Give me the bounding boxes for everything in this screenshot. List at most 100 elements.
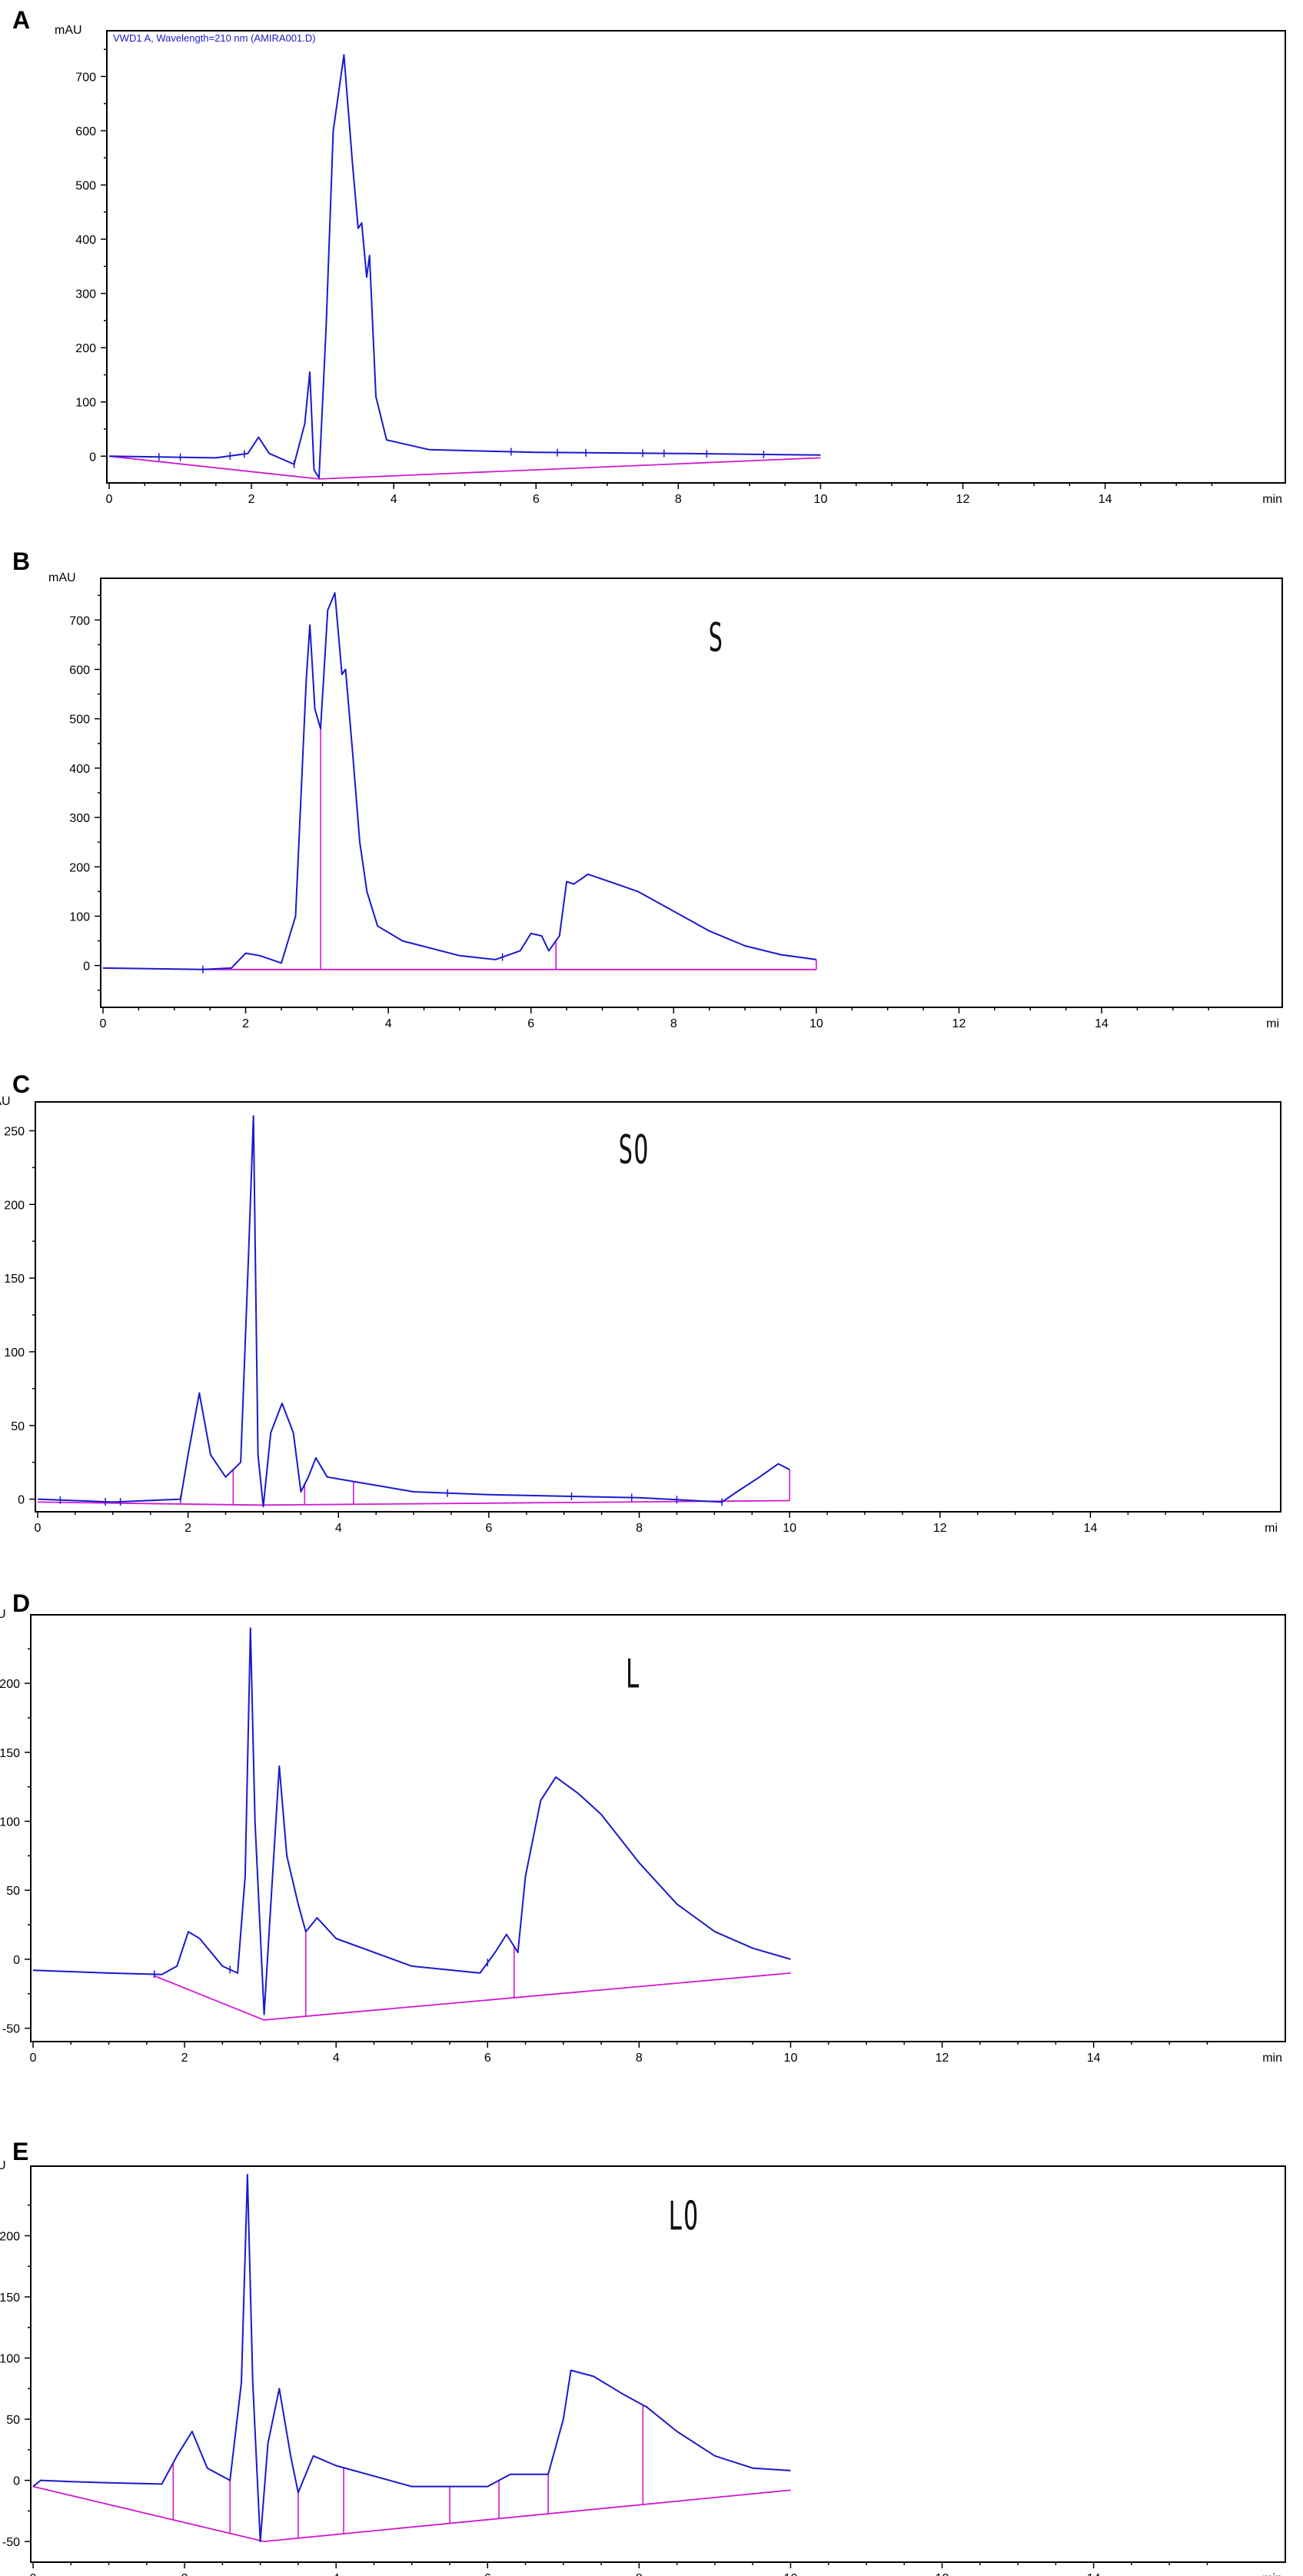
sample-label: L xyxy=(626,1651,641,1698)
y-tick-label: -50 xyxy=(2,2023,20,2036)
panel-letter: E xyxy=(12,2138,29,2165)
plot-frame xyxy=(35,1101,1281,1513)
y-tick-label: 200 xyxy=(0,1678,20,1691)
x-tick-label: 12 xyxy=(952,1017,966,1030)
chromatogram-trace xyxy=(108,54,821,479)
x-tick-label: 8 xyxy=(675,493,682,506)
y-tick-label: 600 xyxy=(75,125,96,138)
x-tick-label: 0 xyxy=(106,493,113,506)
y-tick-label: 700 xyxy=(69,614,90,627)
panel-letter: B xyxy=(12,547,31,575)
y-tick-label: 0 xyxy=(83,960,90,973)
chromatogram-d: 0 2 4 6 8 10 12 14 min -50 0 50 100 150 200 mAU L xyxy=(0,1608,1286,2065)
x-tick-label: 12 xyxy=(936,2052,949,2065)
x-tick-label: 14 xyxy=(1087,2572,1101,2576)
x-tick-label: 2 xyxy=(248,493,255,506)
integration-baseline xyxy=(108,455,821,480)
sample-label: S xyxy=(709,615,724,662)
y-tick-label: 0 xyxy=(89,451,96,464)
x-tick-label: 6 xyxy=(527,1017,534,1030)
y-axis-label: mAU xyxy=(0,1095,11,1108)
x-tick-label: 10 xyxy=(784,2052,798,2065)
x-tick-label: 4 xyxy=(333,2572,340,2576)
y-tick-label: 100 xyxy=(0,2353,20,2366)
sample-label: SO xyxy=(619,1127,650,1174)
y-tick-label: 0 xyxy=(13,2475,20,2488)
x-tick-label: 10 xyxy=(809,1017,823,1030)
x-tick-label: 4 xyxy=(335,1522,342,1535)
x-tick-label: 0 xyxy=(100,1017,107,1030)
x-tick-label: 4 xyxy=(391,493,397,506)
x-tick-label: 12 xyxy=(933,1522,947,1535)
x-tick-label: 14 xyxy=(1095,1017,1109,1030)
panel-d: D 0 2 4 6 8 10 12 14 min -50 0 50 100 150 200 mAU L xyxy=(0,1580,1303,2072)
x-axis-label: min xyxy=(1262,2572,1282,2576)
panel-a: A 0 2 4 6 8 10 12 14 min 0 100 200 300 400 500 600 700 mA… xyxy=(0,0,1303,506)
x-tick-label: 14 xyxy=(1087,2052,1101,2065)
y-axis-label: mAU xyxy=(0,2159,6,2172)
y-tick-label: 200 xyxy=(75,342,96,355)
x-tick-label: 0 xyxy=(30,2572,37,2576)
y-tick-label: 150 xyxy=(4,1273,25,1286)
x-tick-label: 6 xyxy=(484,2052,491,2065)
integration-baseline xyxy=(32,2485,791,2543)
x-tick-label: 2 xyxy=(181,2052,188,2065)
sample-label: LO xyxy=(668,2193,699,2240)
plot-frame xyxy=(30,1614,1286,2042)
x-tick-label: 10 xyxy=(783,1522,796,1535)
x-axis-label: mi xyxy=(1266,1017,1279,1030)
x-tick-label: 0 xyxy=(35,1522,42,1535)
y-tick-label: 400 xyxy=(75,234,96,247)
y-tick-label: 50 xyxy=(6,1885,20,1898)
y-tick-label: 100 xyxy=(4,1346,25,1360)
x-axis-label: mi xyxy=(1265,1522,1278,1535)
panel-letter: D xyxy=(12,1589,31,1617)
chromatogram-b: 0 2 4 6 8 10 12 14 mi 0 100 200 300 400 500 600 700 mAU S xyxy=(48,571,1283,1030)
plot-frame xyxy=(106,30,1286,484)
panel-b: B 0 2 4 6 8 10 12 14 mi 0 100 200 300 400 500 600 700 mAU… xyxy=(0,538,1303,1030)
y-tick-label: 200 xyxy=(69,861,90,874)
y-tick-label: -50 xyxy=(2,2536,20,2549)
x-tick-label: 2 xyxy=(181,2572,188,2576)
x-tick-label: 8 xyxy=(636,2052,643,2065)
x-tick-label: 12 xyxy=(956,493,970,506)
y-tick-label: 100 xyxy=(0,1816,20,1829)
chromatogram-trace xyxy=(102,592,817,970)
y-tick-label: 200 xyxy=(4,1199,25,1212)
y-tick-label: 150 xyxy=(0,2291,20,2305)
x-tick-label: 6 xyxy=(485,1522,492,1535)
x-tick-label: 2 xyxy=(184,1522,191,1535)
y-tick-label: 400 xyxy=(69,763,90,776)
y-tick-label: 200 xyxy=(0,2230,20,2243)
y-tick-label: 700 xyxy=(75,71,96,84)
x-tick-label: 8 xyxy=(636,1522,643,1535)
y-tick-label: 50 xyxy=(11,1420,25,1433)
y-tick-label: 300 xyxy=(69,812,90,825)
chromatogram-c: 0 2 4 6 8 10 12 14 mi 0 50 100 150 200 250 mAU SO xyxy=(0,1095,1281,1535)
y-tick-label: 500 xyxy=(75,180,96,193)
chromatogram-trace xyxy=(32,1627,791,2015)
x-tick-label: 10 xyxy=(814,493,828,506)
x-tick-label: 4 xyxy=(385,1017,392,1030)
y-tick-label: 250 xyxy=(4,1125,25,1138)
y-tick-label: 50 xyxy=(6,2414,20,2427)
integration-baseline xyxy=(37,1499,790,1506)
x-tick-label: 8 xyxy=(670,1017,677,1030)
y-tick-label: 0 xyxy=(13,1954,20,1967)
y-tick-label: 100 xyxy=(69,910,90,924)
x-tick-label: 0 xyxy=(30,2052,37,2065)
x-tick-label: 8 xyxy=(636,2572,643,2576)
chromatogram-trace xyxy=(37,1115,790,1508)
y-tick-label: 500 xyxy=(69,714,90,727)
x-tick-label: 6 xyxy=(484,2572,491,2576)
y-axis-label: mAU xyxy=(48,571,76,584)
x-tick-label: 12 xyxy=(936,2572,949,2576)
panel-letter: C xyxy=(12,1070,31,1098)
x-axis-label: min xyxy=(1262,493,1282,506)
x-tick-label: 14 xyxy=(1099,493,1112,506)
y-tick-label: 600 xyxy=(69,664,90,677)
plot-frame xyxy=(30,2165,1286,2563)
integration-baseline xyxy=(154,1972,791,2021)
panel-letter: A xyxy=(12,6,31,34)
x-tick-label: 14 xyxy=(1084,1522,1098,1535)
